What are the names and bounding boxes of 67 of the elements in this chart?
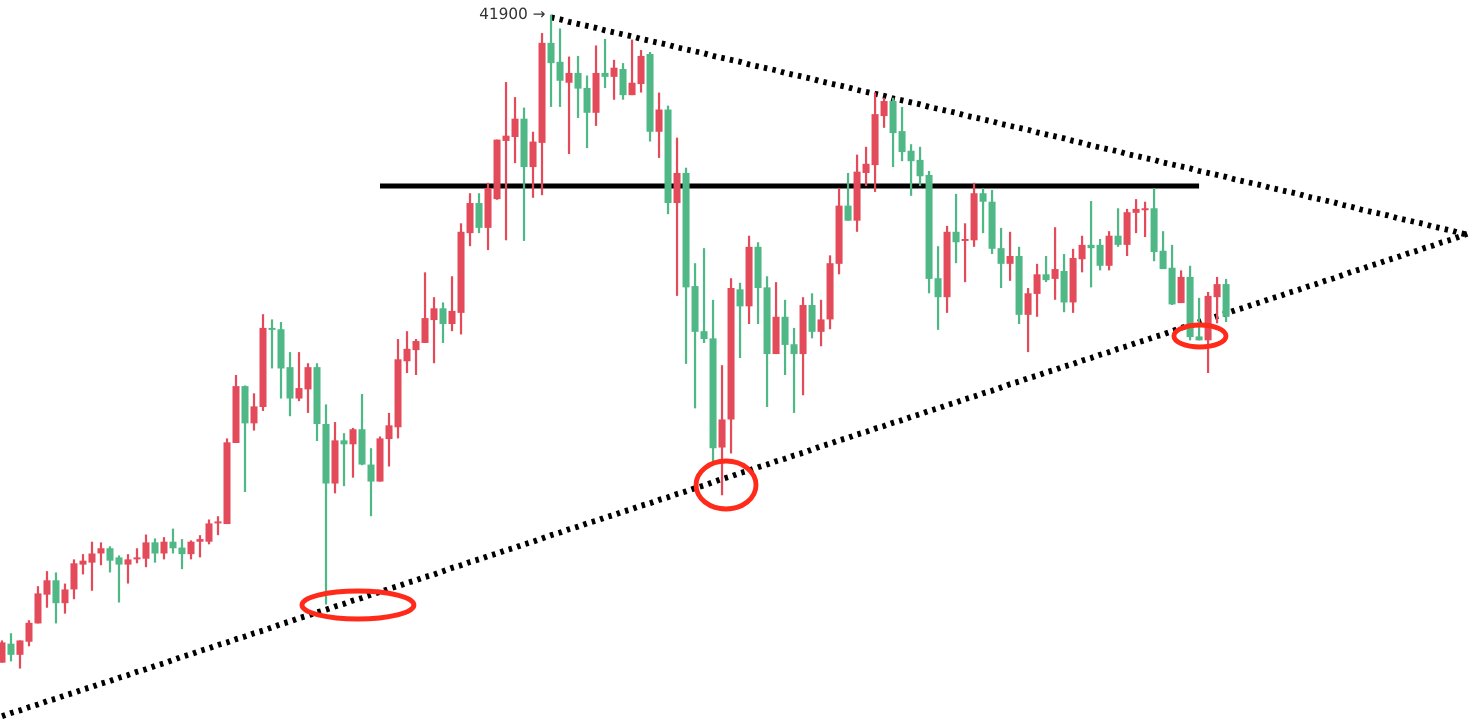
candlestick: [403, 330, 411, 375]
candlestick: [736, 281, 744, 360]
candlestick: [1042, 254, 1050, 284]
candlestick: [79, 553, 87, 576]
candlestick: [349, 426, 357, 479]
candlestick: [1159, 230, 1167, 271]
candlestick: [340, 432, 348, 488]
candlestick: [412, 337, 420, 377]
candlestick: [1114, 207, 1122, 248]
candlestick: [61, 582, 69, 615]
candlestick: [187, 539, 195, 561]
candlestick: [115, 554, 123, 604]
candlestick: [52, 571, 60, 625]
candlestick: [43, 570, 51, 609]
candlestick: [1078, 234, 1086, 274]
candlestick: [1096, 237, 1104, 272]
candlestick: [1087, 199, 1095, 289]
candlestick: [574, 54, 582, 120]
candlestick: [16, 639, 24, 670]
candlestick: [88, 540, 96, 592]
candlestick: [430, 296, 438, 365]
candlestick: [898, 105, 906, 163]
candlestick: [556, 27, 564, 109]
candlestick: [610, 58, 618, 101]
candlestick: [439, 301, 447, 345]
candlestick: [1141, 200, 1149, 239]
candlestick: [1051, 226, 1059, 301]
candlestick: [961, 222, 969, 284]
candlestick: [1024, 286, 1032, 354]
candlestick: [862, 145, 870, 188]
candlestick: [1195, 296, 1203, 342]
candlestick: [817, 298, 825, 348]
candlestick: [565, 55, 573, 156]
candlestick: [151, 537, 159, 564]
candlestick: [628, 38, 636, 97]
candlestick: [907, 143, 915, 197]
candlestick: [916, 145, 924, 188]
candlestick: [1213, 275, 1221, 325]
candlestick: [547, 13, 555, 109]
candlestick: [655, 91, 663, 160]
candlestick: [367, 447, 375, 518]
candlestick: [1033, 262, 1041, 318]
candlestick: [160, 536, 168, 561]
candlestick: [934, 245, 942, 331]
candlestick: [790, 326, 798, 415]
candlestick: [448, 275, 456, 333]
candlestick: [106, 545, 114, 574]
candlestick: [601, 37, 609, 90]
candlestick: [502, 80, 510, 242]
candlestick: [1132, 198, 1140, 235]
candlestick: [169, 527, 177, 555]
annotation: 41900 →: [479, 7, 545, 20]
candlestick: [7, 632, 15, 663]
candlestick: [979, 186, 987, 235]
candlestick: [844, 171, 852, 222]
candlestick: [0, 639, 6, 664]
candlestick: [385, 411, 393, 468]
candlestick: [997, 226, 1005, 290]
candlestick: [25, 619, 33, 648]
candlestick: [700, 247, 708, 345]
candlestick: [952, 192, 960, 265]
candlestick: [1006, 230, 1014, 282]
candlestick: [880, 96, 888, 129]
candlestick: [97, 541, 105, 567]
candlestick: [178, 537, 186, 571]
candlestick: [511, 96, 519, 165]
candlestick: [124, 553, 132, 585]
